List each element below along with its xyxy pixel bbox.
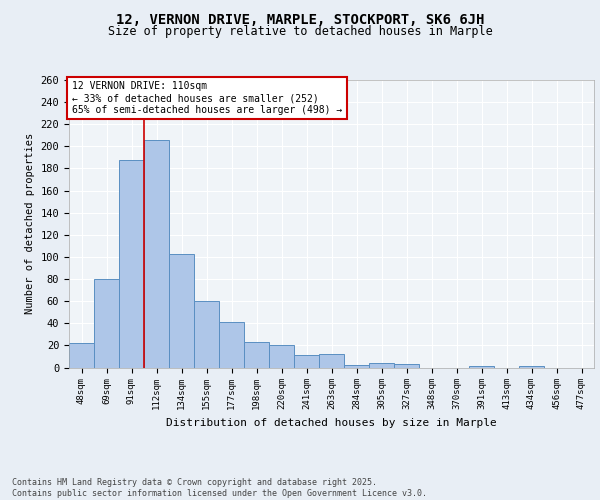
- Text: 12 VERNON DRIVE: 110sqm
← 33% of detached houses are smaller (252)
65% of semi-d: 12 VERNON DRIVE: 110sqm ← 33% of detache…: [71, 82, 342, 114]
- Bar: [294, 356, 319, 368]
- Bar: [69, 343, 94, 367]
- Bar: [144, 140, 169, 368]
- Bar: [119, 160, 144, 368]
- Bar: [469, 366, 494, 368]
- Bar: [394, 364, 419, 368]
- Text: Size of property relative to detached houses in Marple: Size of property relative to detached ho…: [107, 25, 493, 38]
- Y-axis label: Number of detached properties: Number of detached properties: [25, 133, 35, 314]
- Bar: [194, 301, 219, 368]
- Bar: [319, 354, 344, 368]
- Text: Contains HM Land Registry data © Crown copyright and database right 2025.
Contai: Contains HM Land Registry data © Crown c…: [12, 478, 427, 498]
- Bar: [169, 254, 194, 368]
- Bar: [94, 279, 119, 368]
- Bar: [519, 366, 544, 368]
- Bar: [219, 322, 244, 368]
- Bar: [344, 366, 369, 368]
- Text: 12, VERNON DRIVE, MARPLE, STOCKPORT, SK6 6JH: 12, VERNON DRIVE, MARPLE, STOCKPORT, SK6…: [116, 12, 484, 26]
- X-axis label: Distribution of detached houses by size in Marple: Distribution of detached houses by size …: [166, 418, 497, 428]
- Bar: [369, 363, 394, 368]
- Bar: [244, 342, 269, 367]
- Bar: [269, 346, 294, 368]
